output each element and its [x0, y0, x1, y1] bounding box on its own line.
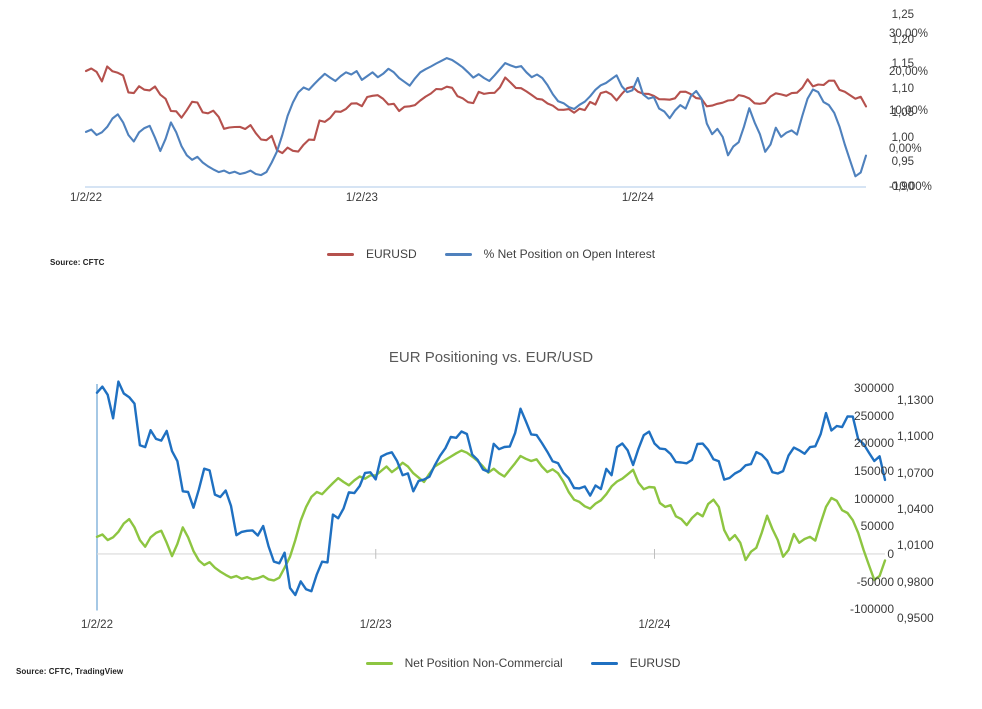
bottom-right-axis-label: 1,0700 [897, 465, 934, 480]
top-chart-source-note: Source: CFTC [50, 258, 105, 267]
top-x-axis-label: 1/2/22 [70, 192, 102, 204]
top-x-axis-label: 1/2/24 [621, 192, 654, 204]
bottom-series-net-position-non-commercial [95, 449, 887, 582]
bottom-chart-title: EUR Positioning vs. EUR/USD [388, 349, 594, 366]
bottom-chart-source-note: Source: CFTC, TradingView [16, 667, 124, 676]
top-x-axis-label: 1/2/23 [345, 192, 378, 204]
legend-item-eurusd: EURUSD [326, 247, 417, 261]
top-right-axis-label: 30,00% [889, 28, 929, 40]
top-left-axis-label: 1,15 [891, 58, 914, 71]
bottom-right-axis-label: 1,0100 [897, 538, 934, 553]
top-right-axis-label: -10,00% [889, 181, 932, 193]
legend-item-net-position: Net Position Non-Commercial [365, 656, 563, 670]
bottom-right-axis-label: 1,0400 [897, 502, 934, 516]
legend-label: EURUSD [365, 247, 417, 261]
bottom-right-axis-label: 0,9500 [897, 611, 934, 625]
top-left-axis-label: 0,90 [891, 181, 914, 193]
top-chart-legend: EURUSD % Net Position on Open Interest [0, 247, 982, 261]
bottom-right-axis-label: 0,9800 [897, 574, 934, 589]
eurusd-bottom-line-swatch [590, 661, 618, 665]
bottom-left-axis-label: -50000 [856, 574, 894, 589]
top-left-axis-label: 1,05 [891, 107, 914, 120]
bottom-x-axis-label: 1/2/22 [81, 619, 113, 631]
bottom-x-axis-label: 1/2/24 [638, 619, 671, 631]
top-left-axis-label: 1,25 [891, 9, 914, 21]
top-left-axis-label: 1,20 [891, 33, 914, 46]
top-left-axis-label: 1,00 [891, 131, 914, 144]
bottom-left-axis-label: 250000 [853, 408, 894, 423]
legend-label: % Net Position on Open Interest [483, 247, 656, 261]
bottom-left-axis-label: 50000 [860, 519, 894, 534]
top-right-axis-label: 0,00% [889, 142, 922, 155]
legend-label: Net Position Non-Commercial [404, 656, 563, 670]
bottom-chart-legend: Net Position Non-Commercial EURUSD [32, 656, 982, 670]
bottom-left-axis-label: 0 [887, 546, 894, 561]
net-position-pct-line-swatch [444, 252, 472, 256]
bottom-x-axis-label: 1/2/23 [359, 619, 392, 631]
top-series-net-position-on-open-interest [84, 57, 868, 178]
bottom-left-axis-label: 200000 [853, 436, 894, 451]
bottom-right-axis-label: 1,1300 [897, 393, 934, 407]
top-left-axis-label: 0,95 [891, 156, 914, 169]
legend-item-eurusd-bottom: EURUSD [590, 656, 681, 670]
top-right-axis-label: 10,00% [889, 104, 929, 117]
net-position-line-swatch [365, 661, 393, 665]
bottom-left-axis-label: 100000 [853, 491, 894, 506]
bottom-left-axis-label: 300000 [853, 381, 894, 395]
top-right-axis-label: 20,00% [889, 66, 929, 79]
bottom-series-eurusd [95, 380, 887, 597]
bottom-left-axis-label: 150000 [853, 463, 894, 478]
bottom-right-axis-label: 1,1000 [897, 429, 934, 444]
eurusd-line-swatch [326, 252, 354, 256]
top-series-eurusd [84, 65, 868, 155]
top-left-axis-label: 1,10 [891, 82, 914, 95]
bottom-left-axis-label: -100000 [849, 602, 894, 617]
legend-label: EURUSD [629, 656, 681, 670]
legend-item-net-position-pct: % Net Position on Open Interest [444, 247, 656, 261]
